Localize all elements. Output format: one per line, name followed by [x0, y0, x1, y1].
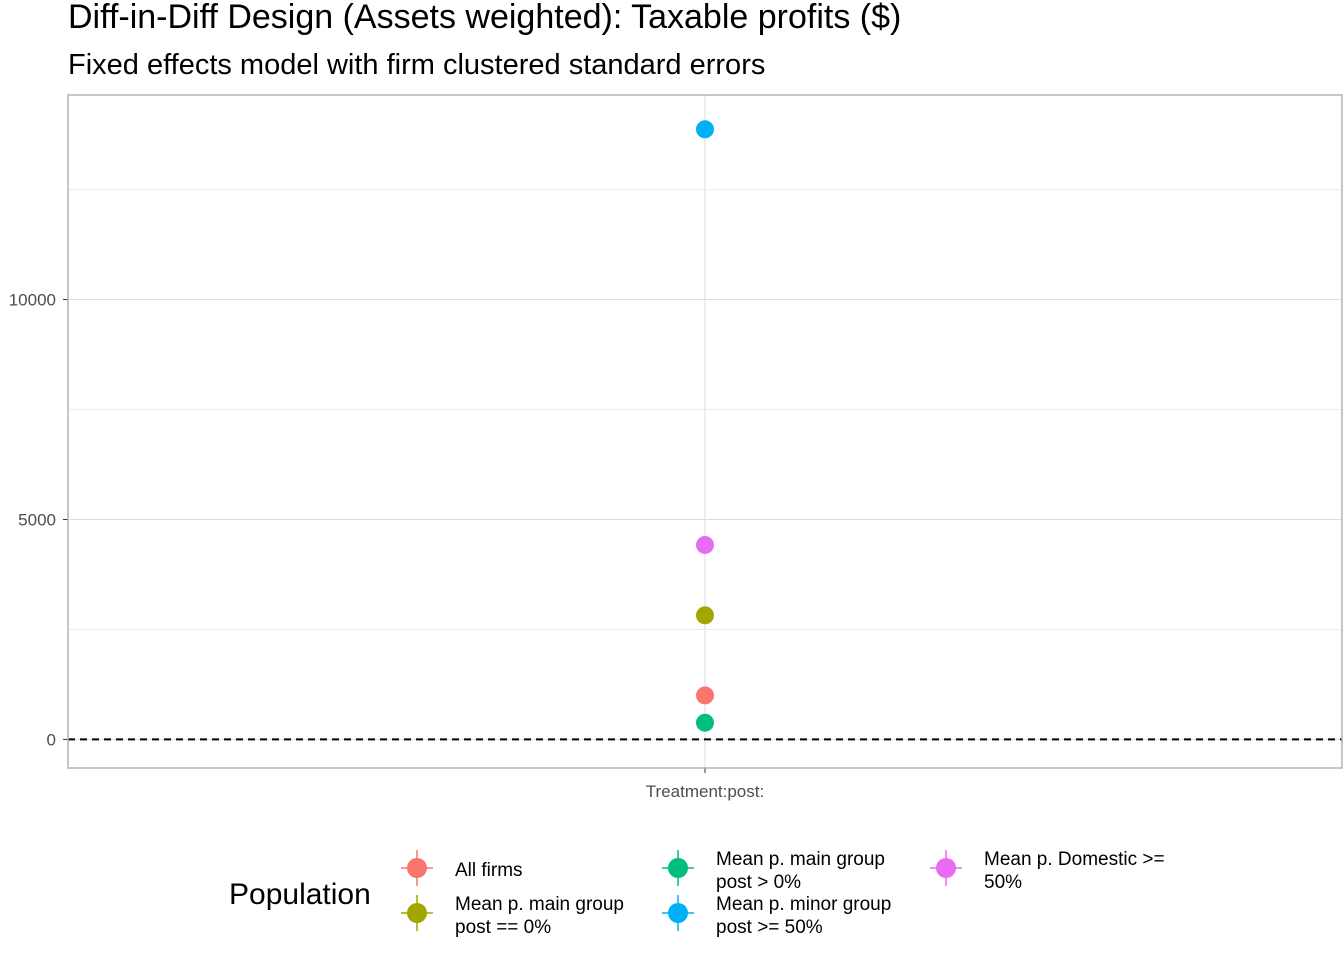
legend-key-point [668, 858, 688, 878]
legend-key-point [936, 858, 956, 878]
legend-label-line: post > 0% [716, 872, 801, 893]
data-point [696, 686, 714, 705]
legend-label-line: post >= 50% [716, 917, 823, 938]
legend-key-point [668, 903, 688, 923]
legend-title: Population [229, 878, 371, 911]
data-point [696, 713, 714, 732]
legend-label-line: All firms [455, 860, 523, 881]
panel-border [67, 94, 1343, 769]
legend-label: Mean p. minor group post >= 50% [716, 894, 891, 938]
legend-label-line: Mean p. main group [716, 849, 885, 870]
plot-panel: 0 5000 10000 Treatment:post: [9, 94, 1343, 801]
chart-subtitle: Fixed effects model with firm clustered … [68, 49, 765, 81]
data-point [696, 606, 714, 625]
data-point [696, 535, 714, 554]
legend-label-line: Mean p. minor group [716, 894, 891, 915]
y-tick-label: 10000 [9, 291, 56, 310]
legend-label: All firms [455, 860, 523, 881]
legend-label: Mean p. main group post > 0% [716, 849, 885, 893]
legend-label-line: Mean p. Domestic >= [984, 849, 1165, 870]
legend-label-line: Mean p. main group [455, 894, 624, 915]
legend-label-line: 50% [984, 872, 1022, 893]
legend-label: Mean p. Domestic >= 50% [984, 849, 1165, 893]
y-tick-label: 0 [47, 730, 56, 749]
chart-title: Diff-in-Diff Design (Assets weighted): T… [68, 0, 901, 36]
legend-key-point [407, 903, 427, 923]
data-point [696, 120, 714, 139]
legend-key-point [407, 858, 427, 878]
legend-label: Mean p. main group post == 0% [455, 894, 624, 938]
legend-label-line: post == 0% [455, 917, 551, 938]
x-tick-label: Treatment:post: [646, 782, 764, 801]
y-tick-label: 5000 [18, 510, 56, 529]
